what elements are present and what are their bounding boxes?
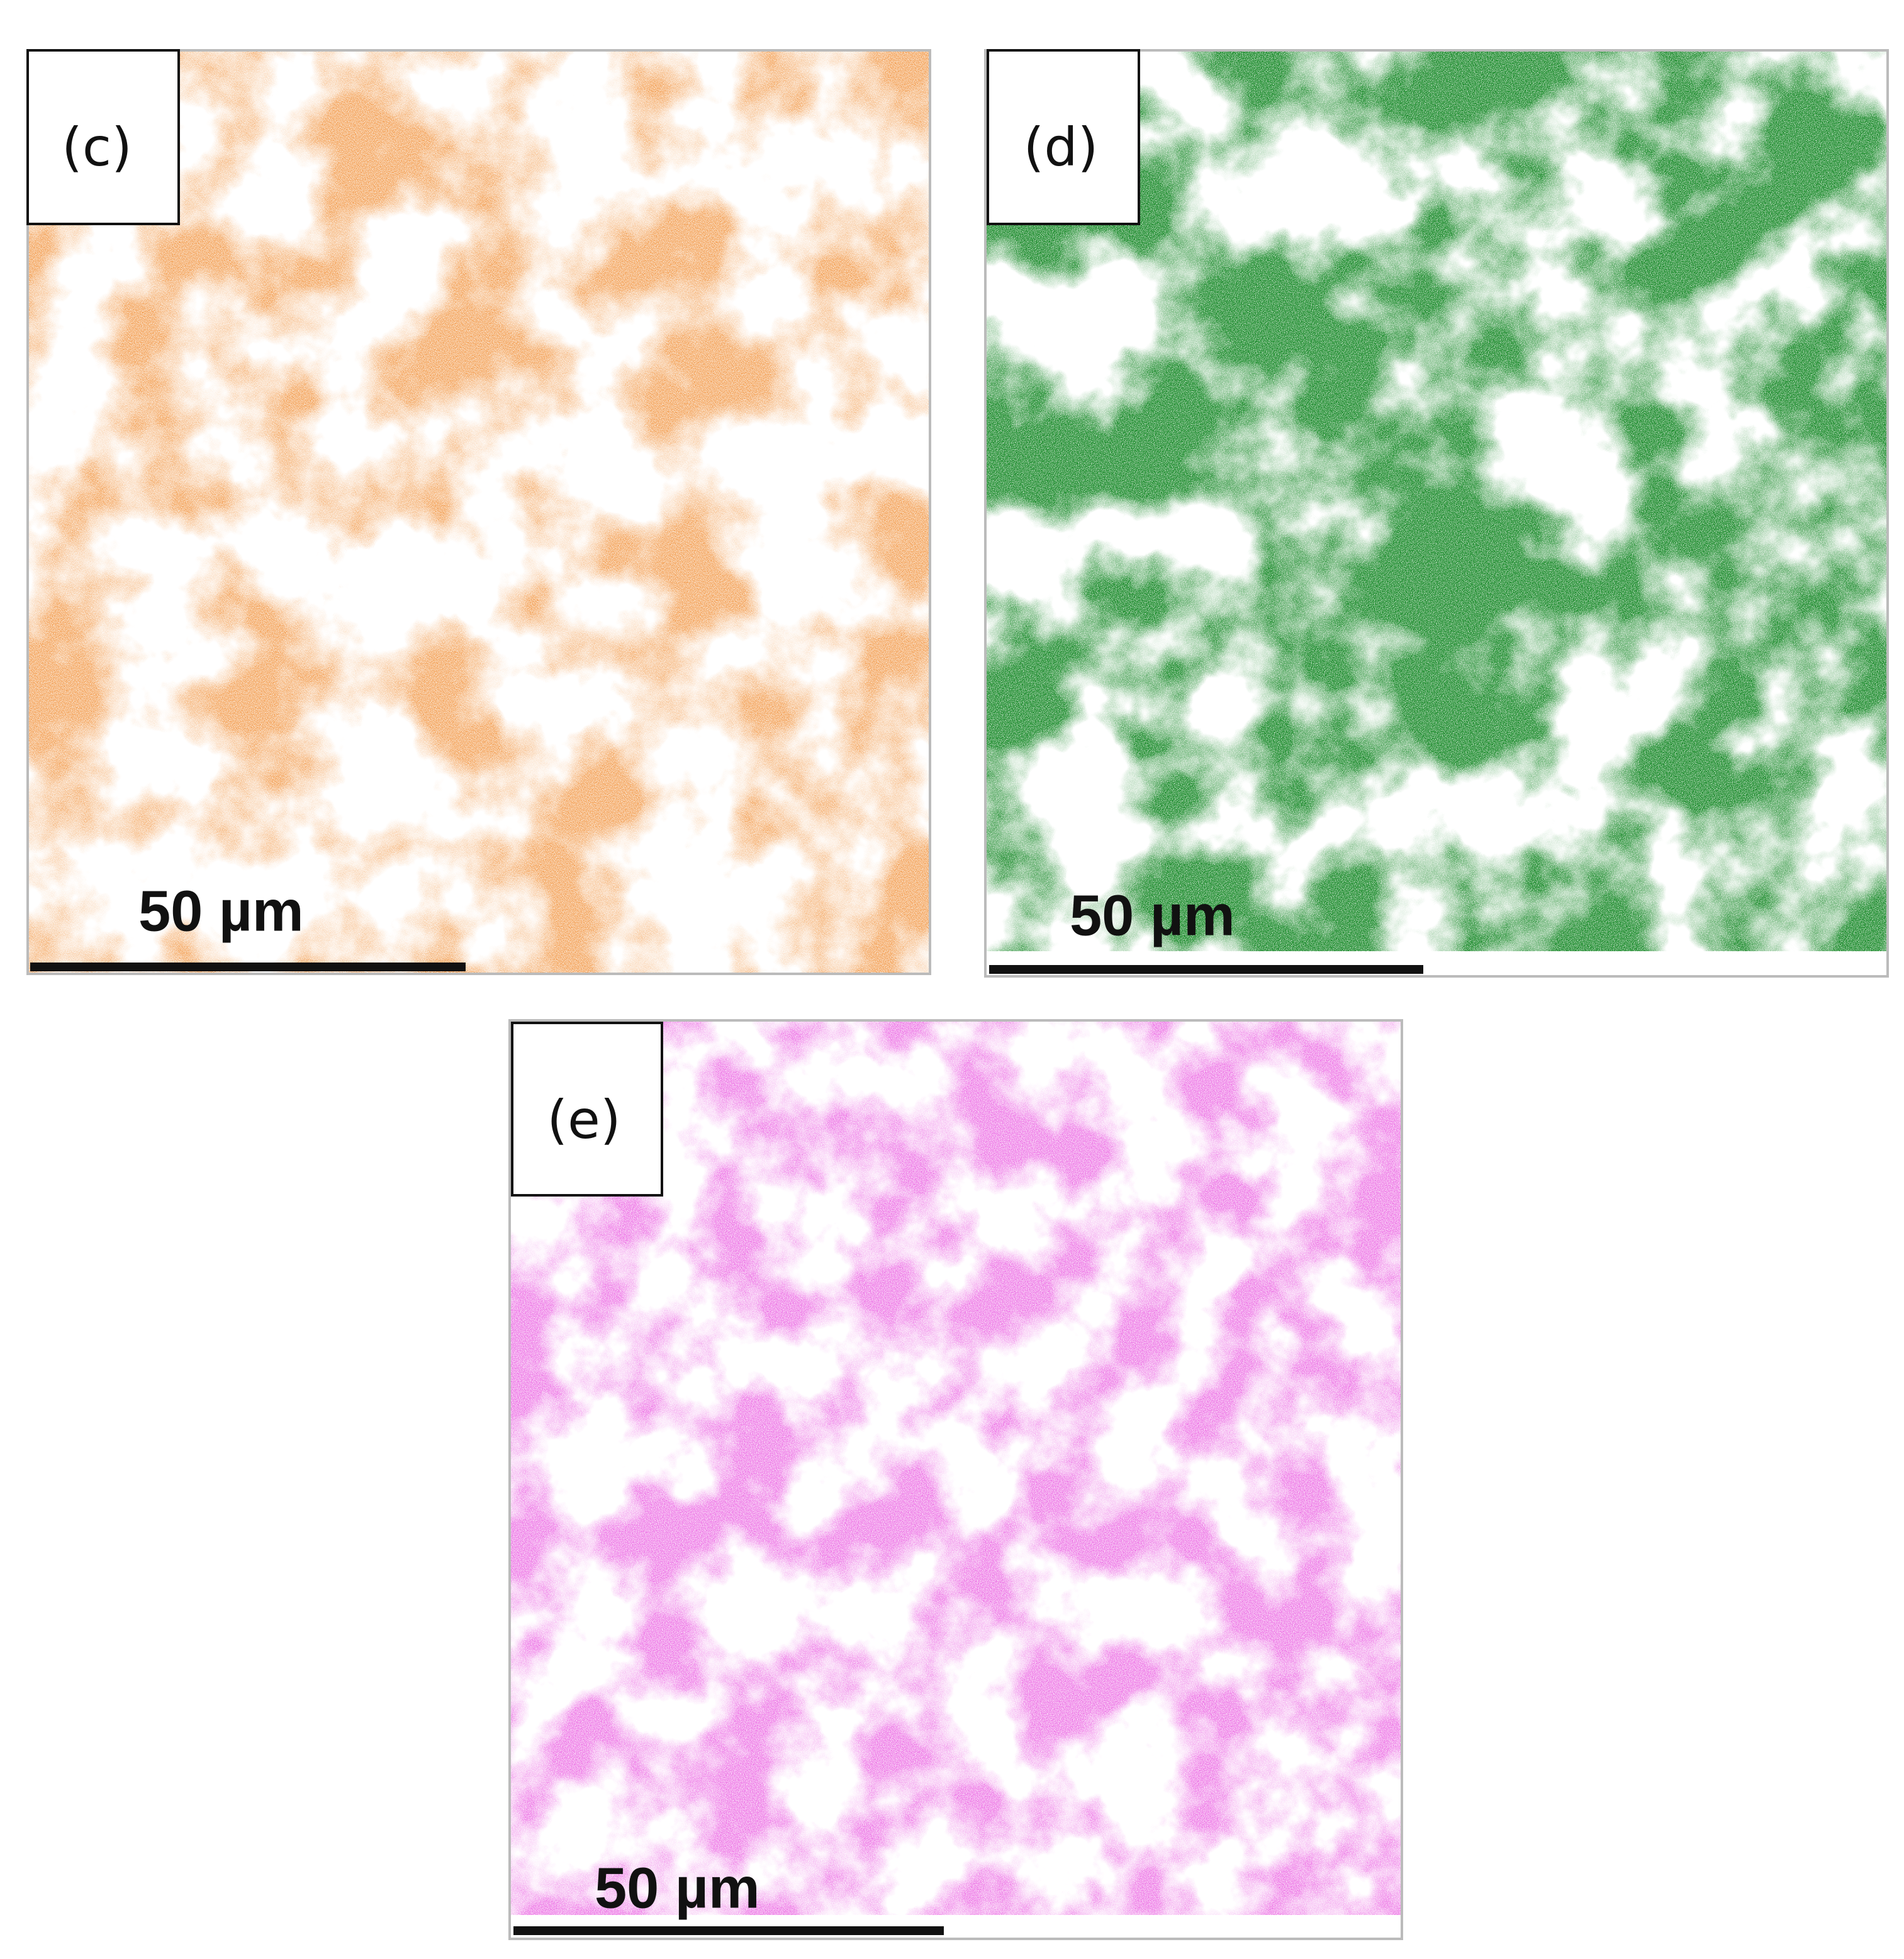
label-box (26, 49, 180, 225)
panel-label: (d) (1024, 116, 1099, 178)
label-box (987, 49, 1140, 225)
scale-bar-label: 50 µm (1070, 883, 1235, 947)
panel-e: (e) 50 µm (508, 1019, 1403, 1940)
panel-d: (d) 50 µm (984, 49, 1889, 978)
label-box (511, 1022, 663, 1197)
panel-label: (c) (62, 116, 132, 178)
scale-bar-label: 50 µm (138, 879, 304, 943)
scale-bar-label: 50 µm (595, 1856, 760, 1920)
scale-bar (989, 965, 1423, 974)
scale-bar (513, 1926, 944, 1935)
panel-c: (c) 50 µm (26, 49, 931, 975)
panel-label: (e) (547, 1089, 620, 1151)
scale-bar (30, 963, 466, 971)
